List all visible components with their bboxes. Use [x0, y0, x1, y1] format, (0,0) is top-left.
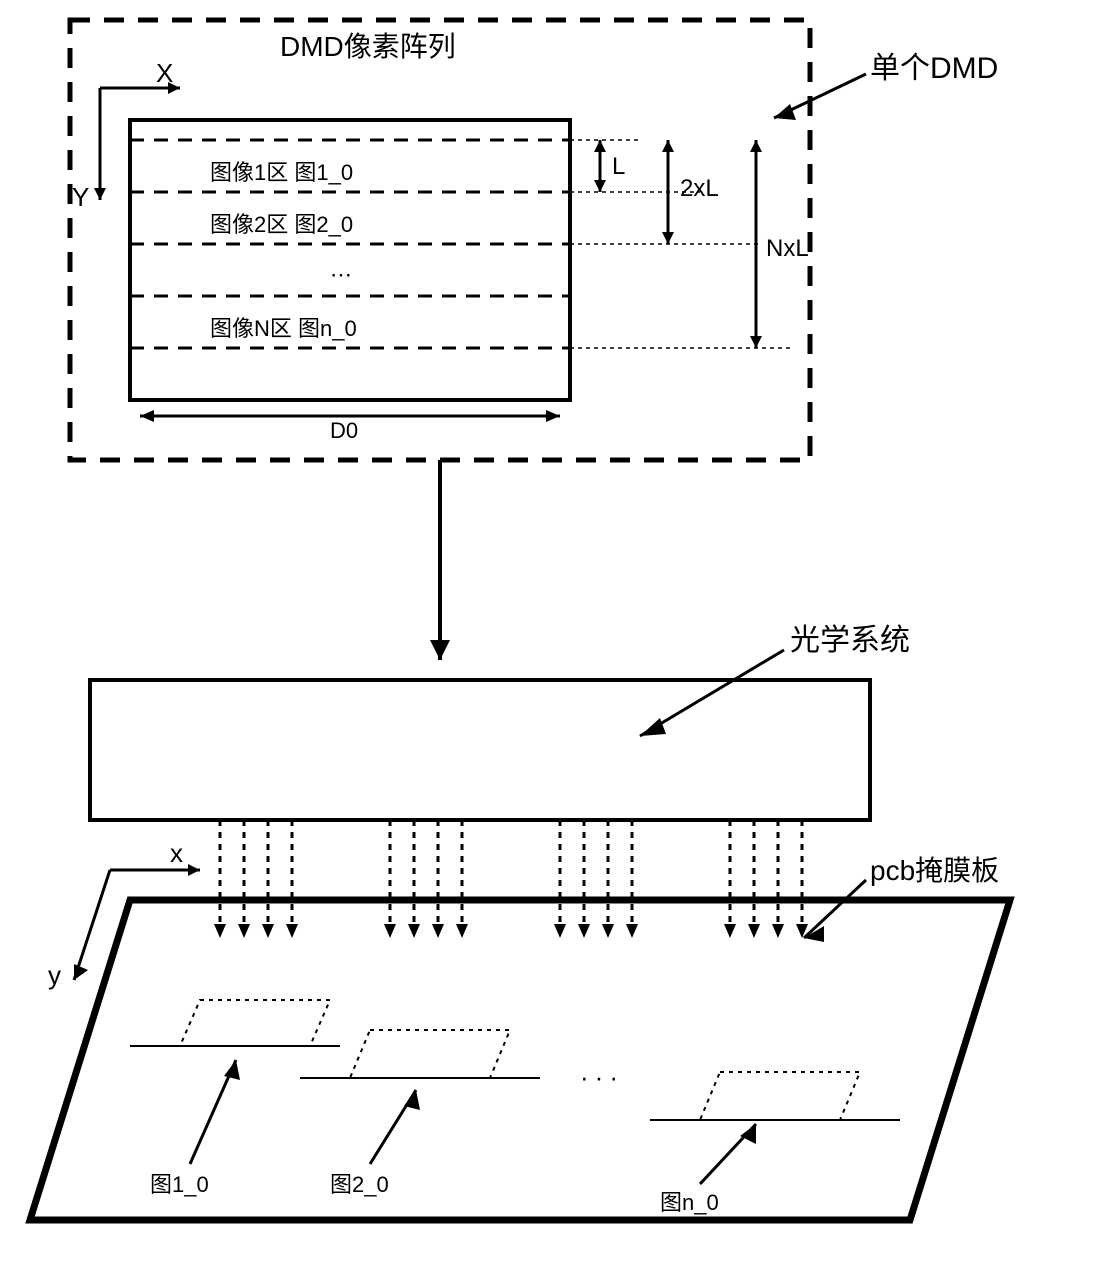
- diagram-root: DMD像素阵列 单个DMD X Y 图像1区 图1_0 图像2区 图2_0 ⋯ …: [0, 0, 1112, 1262]
- light-rays: [220, 820, 802, 930]
- dmd-to-optics-arrow: [430, 640, 450, 660]
- dmd-outer-arrow-head: [774, 104, 796, 120]
- dim-L: L: [570, 140, 640, 192]
- light-ray-heads: [214, 924, 808, 938]
- patch-1-label-group: 图1_0: [150, 1060, 240, 1197]
- dmd-width-label: D0: [330, 418, 358, 443]
- pcb-axis-x: x: [170, 838, 183, 868]
- patch-2-label: 图2_0: [330, 1172, 389, 1197]
- pcb-axis-y: y: [48, 960, 61, 990]
- pcb-patch-2: [350, 1030, 510, 1078]
- optics-box: [90, 680, 870, 820]
- pcb-label: pcb掩膜板: [870, 855, 999, 886]
- dmd-axes: X Y: [72, 58, 180, 212]
- svg-text:NxL: NxL: [766, 235, 809, 262]
- optics-arrow-head: [640, 718, 666, 736]
- patch-n-label: 图n_0: [660, 1190, 719, 1215]
- dmd-title: DMD像素阵列: [280, 31, 456, 62]
- patch-n-label-group: 图n_0: [660, 1124, 756, 1215]
- patch-1-label: 图1_0: [150, 1172, 209, 1197]
- pcb-patch-n: [700, 1072, 860, 1120]
- dmd-axis-x: X: [156, 58, 173, 88]
- pcb-patch-1: [180, 1000, 330, 1046]
- optics-label: 光学系统: [790, 624, 910, 657]
- pcb-ellipsis: ···: [580, 1062, 624, 1092]
- dmd-axis-y: Y: [72, 182, 89, 212]
- dmd-outer-box: [70, 20, 810, 460]
- dmd-rowN-label: 图像N区 图n_0: [210, 316, 357, 341]
- dmd-row1-label: 图像1区 图1_0: [210, 160, 353, 185]
- svg-text:2xL: 2xL: [680, 175, 719, 202]
- patch-2-label-group: 图2_0: [330, 1090, 420, 1197]
- dmd-ellipsis: ⋯: [330, 262, 356, 287]
- dmd-width-dim: D0: [140, 410, 560, 443]
- dmd-row2-label: 图像2区 图2_0: [210, 212, 353, 237]
- svg-text:L: L: [612, 153, 625, 180]
- dmd-outer-label: 单个DMD: [870, 52, 998, 85]
- pcb-patches: [180, 1000, 860, 1120]
- pcb-arrow-line: [804, 880, 866, 938]
